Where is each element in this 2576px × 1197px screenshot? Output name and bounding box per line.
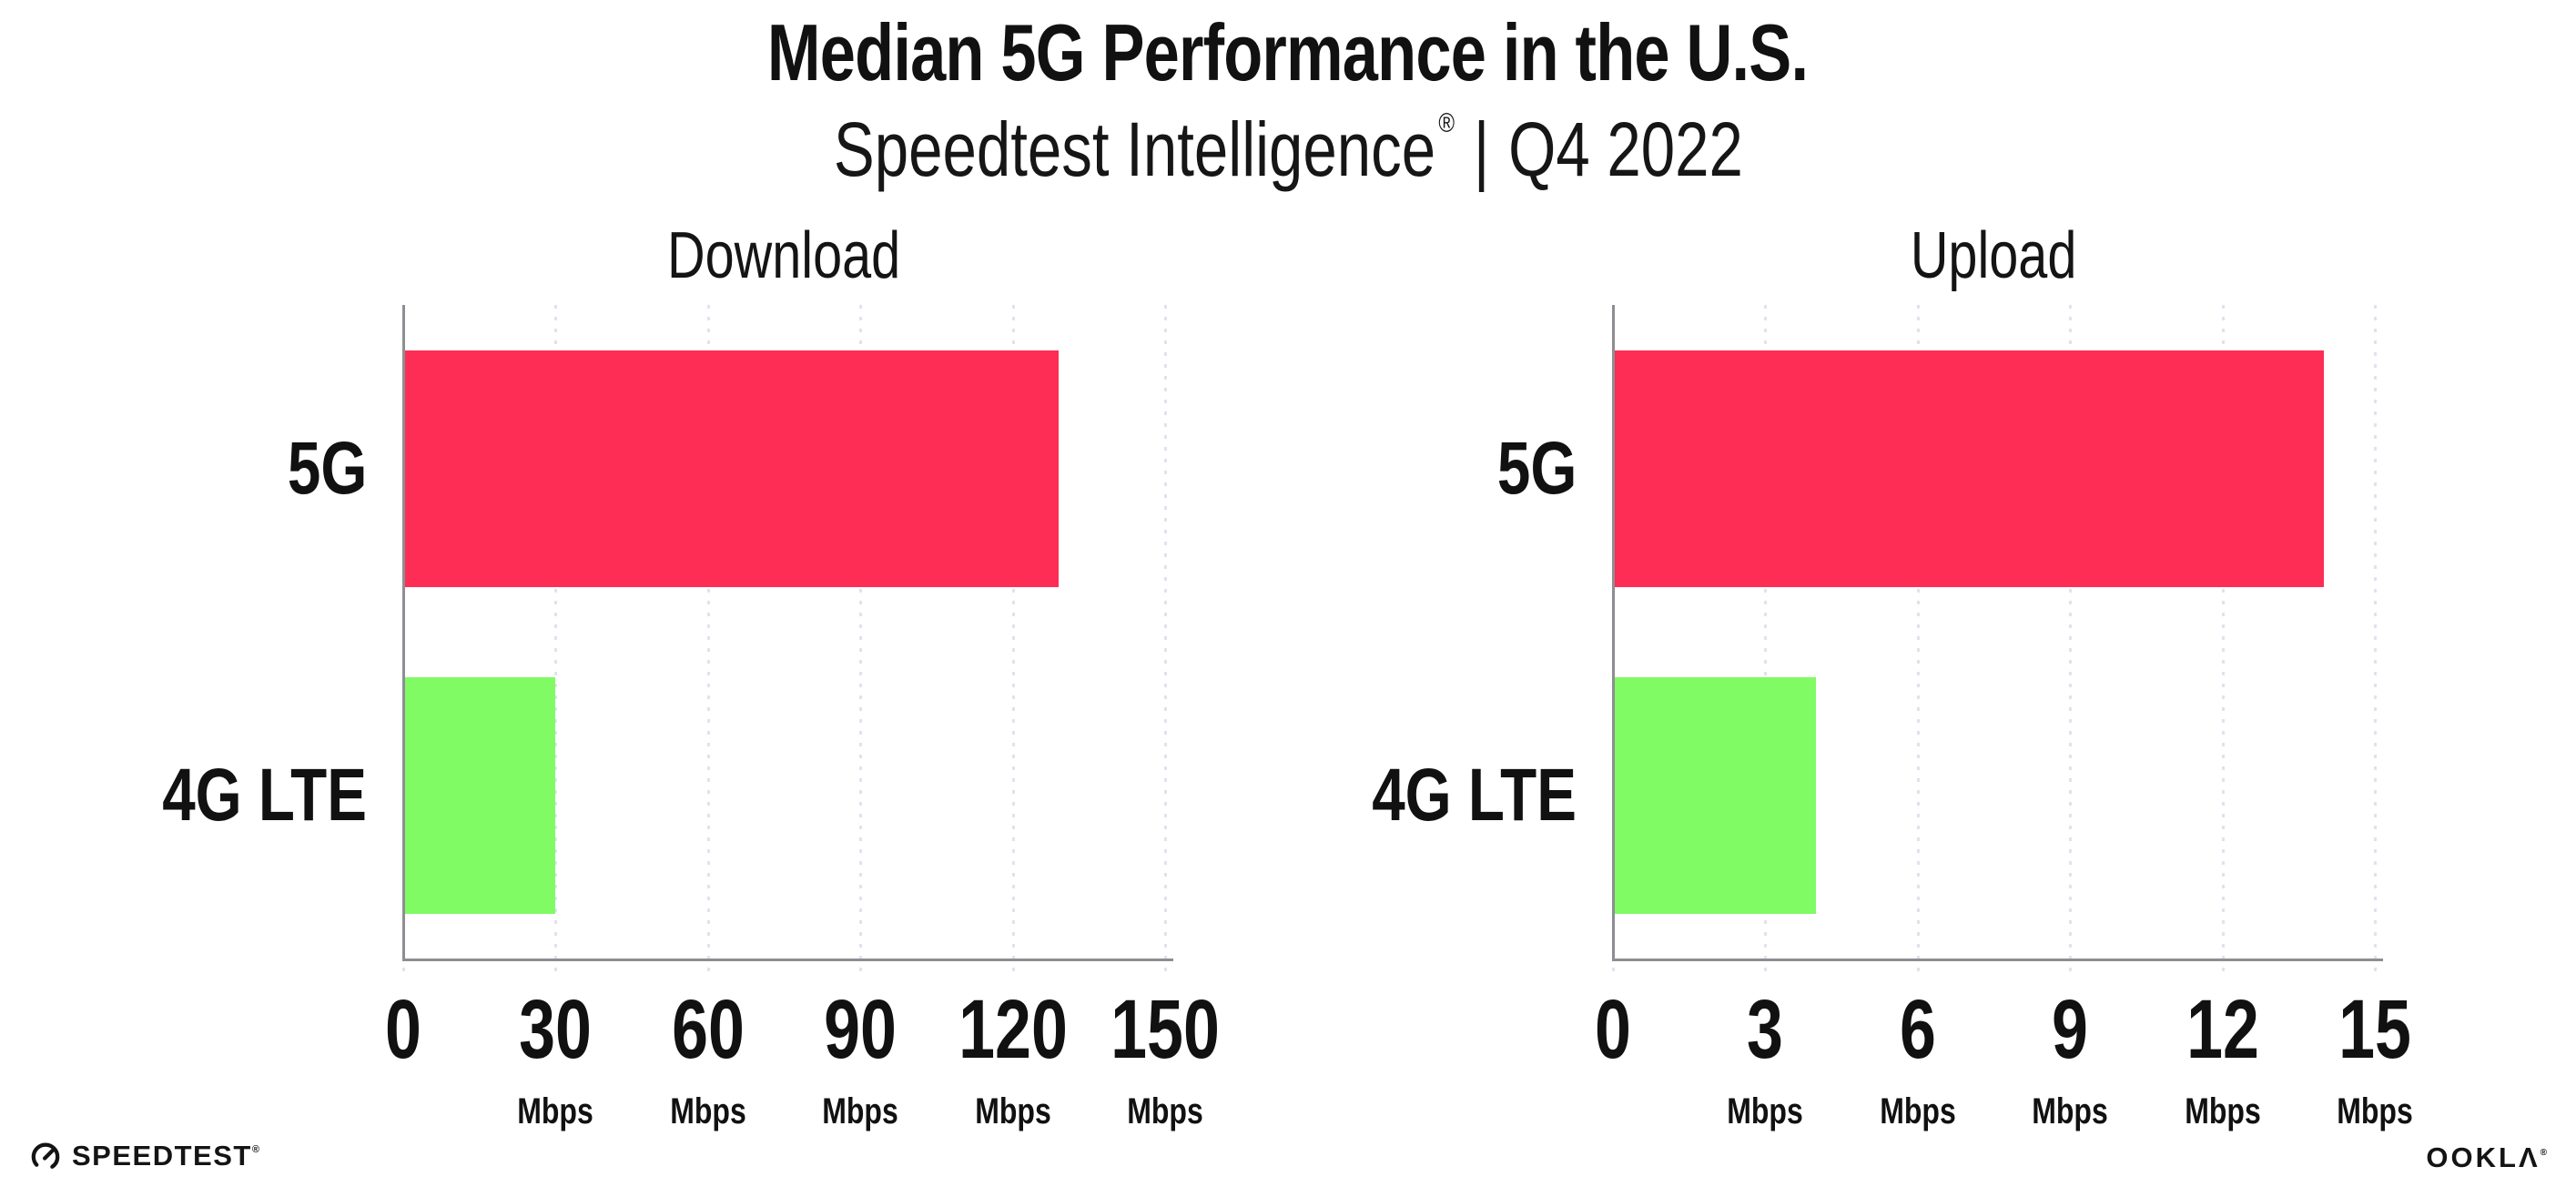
- x-tick-unit-text: Mbps: [1127, 1091, 1203, 1131]
- category-label-text: 4G LTE: [162, 754, 367, 837]
- header: Median 5G Performance in the U.S. Speedt…: [0, 13, 2576, 190]
- x-tick-unit-text: Mbps: [517, 1091, 594, 1131]
- x-tick-unit-9: Mbps: [2023, 1093, 2117, 1130]
- gridline-150: [1164, 305, 1167, 973]
- x-tick-label-12: 12: [2175, 988, 2268, 1071]
- x-tick-value: 150: [1111, 983, 1220, 1076]
- category-label-5g: 5G: [0, 431, 367, 506]
- y-axis-line: [1612, 305, 1615, 959]
- x-axis-ticks: 0 3 Mbps 6 Mbps 9 Mbps 12 Mbps 15 Mbps: [1595, 988, 2413, 1197]
- chart-title: Download: [403, 218, 1165, 293]
- x-tick-label-0: 0: [380, 988, 426, 1071]
- category-label-text: 5G: [1496, 427, 1577, 510]
- speedtest-trademark-icon: ®: [251, 1144, 259, 1155]
- subtitle-separator: |: [1473, 107, 1489, 192]
- x-axis-line: [402, 959, 1173, 961]
- ookla-trademark-icon: ®: [2540, 1148, 2547, 1158]
- x-tick-unit-text: Mbps: [2337, 1091, 2413, 1131]
- x-tick-unit-text: Mbps: [1727, 1091, 1804, 1131]
- x-tick-unit-3: Mbps: [1718, 1093, 1812, 1130]
- subtitle-period: Q4 2022: [1507, 107, 1743, 192]
- x-tick-label-6: 6: [1894, 988, 1941, 1071]
- upload-chart: Upload 0 3 Mbps 6 Mbps 9 Mbps 12 Mbps 15 Mbps 5G 4G…: [1210, 218, 2498, 1197]
- speedtest-label: SPEEDTEST: [72, 1140, 252, 1172]
- bar-4g-lte: [403, 677, 556, 914]
- category-label-5g: 5G: [1210, 431, 1577, 506]
- plot-area: [1612, 305, 2383, 973]
- category-label-text: 4G LTE: [1372, 754, 1577, 837]
- x-axis-ticks: 0 30 Mbps 60 Mbps 90 Mbps 120 Mbps 150 Mbps: [385, 988, 1220, 1197]
- x-tick-value: 9: [2052, 983, 2089, 1076]
- download-chart: Download 0 30 Mbps 60 Mbps 90 Mbps 120 Mbps 150 Mb…: [0, 218, 1288, 1197]
- gridline-60: [706, 305, 710, 973]
- x-tick-value: 12: [2186, 983, 2259, 1076]
- x-tick-value: 0: [385, 983, 421, 1076]
- x-tick-value: 0: [1595, 983, 1631, 1076]
- x-tick-label-150: 150: [1095, 988, 1235, 1071]
- category-label-4g-lte: 4G LTE: [0, 758, 367, 833]
- bar-4g-lte: [1613, 677, 1817, 914]
- gridline-15: [2374, 305, 2377, 973]
- x-tick-unit-30: Mbps: [508, 1093, 603, 1130]
- gridline-90: [859, 305, 863, 973]
- speedtest-gauge-icon: [31, 1142, 60, 1172]
- gridline-30: [554, 305, 558, 973]
- x-tick-label-30: 30: [509, 988, 602, 1071]
- x-tick-label-120: 120: [943, 988, 1083, 1071]
- x-tick-label-0: 0: [1589, 988, 1636, 1071]
- ookla-logo: OOKLΛ®: [2426, 1141, 2547, 1174]
- chart-title-text: Upload: [1911, 219, 2077, 292]
- speedtest-wordmark: SPEEDTEST®: [72, 1140, 259, 1172]
- x-tick-unit-text: Mbps: [2184, 1091, 2261, 1131]
- x-tick-value: 120: [958, 983, 1068, 1076]
- plot-area: [402, 305, 1173, 973]
- bar-5g: [403, 350, 1059, 587]
- registered-trademark-icon: ®: [1437, 108, 1455, 138]
- x-tick-unit-120: Mbps: [965, 1093, 1060, 1130]
- x-tick-value: 60: [671, 983, 745, 1076]
- gridline-12: [2221, 305, 2225, 973]
- x-tick-value: 15: [2338, 983, 2411, 1076]
- chart-title-text: Download: [667, 219, 901, 292]
- x-tick-unit-15: Mbps: [2328, 1093, 2422, 1130]
- x-tick-unit-6: Mbps: [1871, 1093, 1965, 1130]
- x-tick-unit-text: Mbps: [974, 1091, 1051, 1131]
- page-title-text: Median 5G Performance in the U.S.: [767, 7, 1809, 97]
- page-title: Median 5G Performance in the U.S.: [0, 13, 2576, 93]
- x-tick-unit-90: Mbps: [813, 1093, 908, 1130]
- subtitle-brand: Speedtest Intelligence: [833, 107, 1435, 192]
- x-tick-label-9: 9: [2047, 988, 2094, 1071]
- page-subtitle-text: Speedtest Intelligence ® | Q4 2022: [833, 109, 1742, 189]
- bar-5g: [1613, 350, 2325, 587]
- x-tick-value: 3: [1747, 983, 1784, 1076]
- x-tick-unit-text: Mbps: [2032, 1091, 2108, 1131]
- x-tick-value: 90: [824, 983, 898, 1076]
- y-axis-line: [402, 305, 405, 959]
- x-tick-unit-text: Mbps: [670, 1091, 746, 1131]
- x-tick-unit-12: Mbps: [2175, 1093, 2269, 1130]
- chart-title: Upload: [1613, 218, 2375, 293]
- x-tick-value: 30: [519, 983, 593, 1076]
- ookla-label: OOKLΛ: [2426, 1141, 2541, 1173]
- x-tick-unit-60: Mbps: [661, 1093, 756, 1130]
- page-subtitle: Speedtest Intelligence ® | Q4 2022: [0, 109, 2576, 189]
- x-tick-unit-150: Mbps: [1118, 1093, 1212, 1130]
- ookla-wordmark: OOKLΛ®: [2426, 1141, 2547, 1173]
- x-axis-line: [1612, 959, 2383, 961]
- gridline-9: [2069, 305, 2073, 973]
- x-tick-label-90: 90: [814, 988, 907, 1071]
- category-label-text: 5G: [287, 427, 367, 510]
- x-tick-label-15: 15: [2328, 988, 2421, 1071]
- gridline-3: [1764, 305, 1768, 973]
- x-tick-label-60: 60: [662, 988, 755, 1071]
- gridline-6: [1916, 305, 1920, 973]
- category-label-4g-lte: 4G LTE: [1210, 758, 1577, 833]
- gridline-120: [1011, 305, 1015, 973]
- x-tick-label-3: 3: [1742, 988, 1789, 1071]
- speedtest-logo: SPEEDTEST®: [30, 1140, 259, 1172]
- x-tick-unit-text: Mbps: [1880, 1091, 1956, 1131]
- x-tick-unit-text: Mbps: [822, 1091, 898, 1131]
- x-tick-value: 6: [1899, 983, 1936, 1076]
